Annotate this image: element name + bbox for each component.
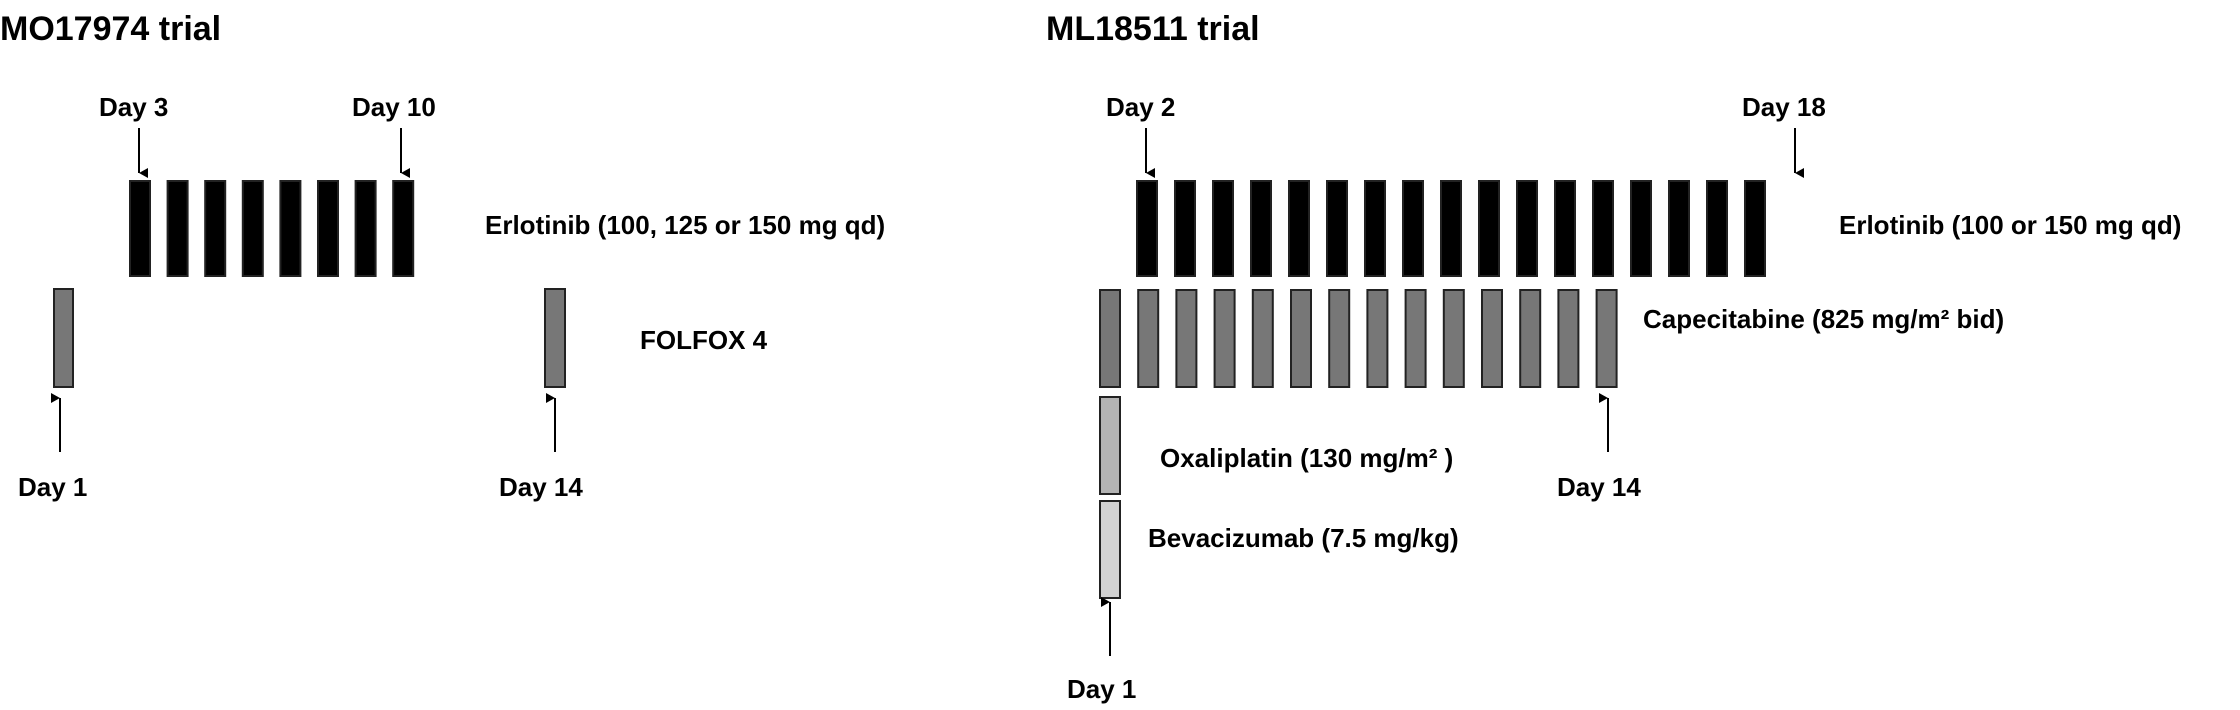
capecitabine-dose-bar-9 (1404, 289, 1427, 388)
folfox-bar-day-14 (544, 288, 566, 388)
folfox-bar-day-1 (53, 288, 74, 388)
capecitabine-dose-bar-3 (1175, 289, 1198, 388)
panel-title-mo17974: MO17974 trial (0, 10, 221, 48)
erlotinib-dose-bar-16 (1706, 180, 1728, 277)
erlotinib-dose-bar-9 (1440, 180, 1462, 277)
capecitabine-dose-bar-1 (1099, 289, 1121, 388)
capecitabine-dose-bar-2 (1137, 289, 1160, 388)
erlotinib-dose-bar-12 (1554, 180, 1576, 277)
erlotinib-dose-bar-7 (354, 180, 377, 277)
day-label-end-erlotinib: Day 10 (352, 92, 436, 122)
oxaliplatin-label: Oxaliplatin (130 mg/m² ) (1160, 443, 1453, 473)
day-label-cycle-start-right: Day 1 (1067, 674, 1136, 704)
day-label-end-erlotinib-right: Day 18 (1742, 92, 1826, 122)
panel-ml18511: ML18511 trial Day 2 Day 18 Erlotinib (10… (1046, 10, 2181, 704)
bevacizumab-label: Bevacizumab (7.5 mg/kg) (1148, 523, 1459, 553)
erlotinib-dose-bar-6 (1326, 180, 1348, 277)
erlotinib-dose-bar-17 (1744, 180, 1766, 277)
erlotinib-dose-bar-5 (1288, 180, 1310, 277)
erlotinib-bars-ml18511 (1136, 180, 1766, 277)
erlotinib-dose-bar-2 (1174, 180, 1196, 277)
capecitabine-dose-bar-5 (1251, 289, 1274, 388)
day-label-start-erlotinib: Day 3 (99, 92, 168, 122)
erlotinib-dose-bar-13 (1592, 180, 1614, 277)
capecitabine-dose-bar-12 (1519, 289, 1542, 388)
capecitabine-dose-bar-10 (1442, 289, 1465, 388)
capecitabine-dose-bar-4 (1213, 289, 1236, 388)
erlotinib-dose-bar-15 (1668, 180, 1690, 277)
erlotinib-bars-mo17974 (129, 180, 415, 277)
panel-mo17974: MO17974 trial Day 3 Day 10 Erlotinib (10… (0, 10, 885, 502)
capecitabine-dose-bar-13 (1557, 289, 1580, 388)
erlotinib-dose-bar-8 (392, 180, 415, 277)
day-label-end-capecitabine: Day 14 (1557, 472, 1641, 502)
erlotinib-dose-bar-7 (1364, 180, 1386, 277)
day-label-cycle-next-left: Day 14 (499, 472, 583, 502)
erlotinib-dose-bar-14 (1630, 180, 1652, 277)
erlotinib-dose-bar-10 (1478, 180, 1500, 277)
capecitabine-dose-bar-6 (1290, 289, 1312, 388)
erlotinib-dose-bar-1 (1136, 180, 1158, 277)
erlotinib-dose-bar-3 (1212, 180, 1234, 277)
erlotinib-dose-bar-8 (1402, 180, 1424, 277)
erlotinib-dose-bar-6 (317, 180, 339, 277)
bevacizumab-bar (1099, 500, 1121, 599)
day-label-cycle-start-left: Day 1 (18, 472, 87, 502)
erlotinib-dose-bar-4 (1250, 180, 1272, 277)
erlotinib-dose-bar-1 (129, 180, 151, 277)
erlotinib-dose-bar-3 (204, 180, 227, 277)
capecitabine-dose-bar-11 (1481, 289, 1503, 388)
capecitabine-dose-bar-14 (1595, 289, 1618, 388)
day-label-start-erlotinib-right: Day 2 (1106, 92, 1175, 122)
capecitabine-dose-bar-7 (1328, 289, 1351, 388)
erlotinib-label-mo17974: Erlotinib (100, 125 or 150 mg qd) (485, 210, 885, 240)
oxaliplatin-bar (1099, 396, 1121, 495)
erlotinib-dose-bar-4 (241, 180, 264, 277)
capecitabine-dose-bar-8 (1366, 289, 1389, 388)
erlotinib-dose-bar-11 (1516, 180, 1538, 277)
folfox-label: FOLFOX 4 (640, 325, 768, 355)
erlotinib-label-ml18511: Erlotinib (100 or 150 mg qd) (1839, 210, 2181, 240)
erlotinib-dose-bar-2 (166, 180, 189, 277)
capecitabine-bars-ml18511 (1099, 289, 1618, 388)
panel-title-ml18511: ML18511 trial (1046, 10, 1260, 48)
erlotinib-dose-bar-5 (279, 180, 302, 277)
capecitabine-label: Capecitabine (825 mg/m² bid) (1643, 304, 2004, 334)
